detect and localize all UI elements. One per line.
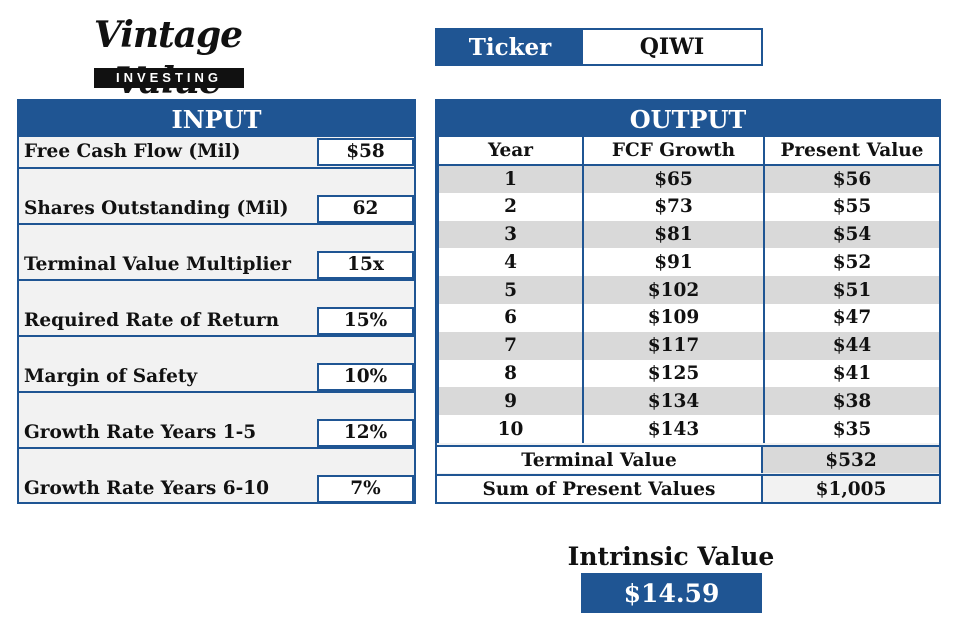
present-value-cell: $44 <box>763 331 941 360</box>
output-panel: OUTPUT Year FCF Growth Present Value 1 $… <box>435 99 941 504</box>
year-cell: 3 <box>437 220 584 249</box>
terminal-value-row: Terminal Value $532 <box>437 445 939 473</box>
table-row: 5 $102 $51 <box>437 276 941 304</box>
input-divider <box>19 167 414 169</box>
year-cell: 10 <box>437 415 584 443</box>
year-column-header: Year <box>437 137 584 166</box>
present-value-cell: $51 <box>763 276 941 304</box>
sum-present-values-label: Sum of Present Values <box>437 476 763 502</box>
free-cash-flow-input[interactable]: $58 <box>317 138 414 166</box>
table-row: 7 $117 $44 <box>437 331 941 360</box>
input-row-required-return: Required Rate of Return 15% <box>19 307 414 335</box>
table-row: 4 $91 $52 <box>437 248 941 277</box>
growth-rate-1-5-input[interactable]: 12% <box>317 419 414 447</box>
input-divider <box>19 447 414 449</box>
required-return-input[interactable]: 15% <box>317 307 414 335</box>
fcf-growth-column-header: FCF Growth <box>582 137 765 166</box>
terminal-value-cell: $532 <box>763 447 939 473</box>
fcf-growth-cell: $73 <box>582 192 765 221</box>
input-row-free-cash-flow: Free Cash Flow (Mil) $58 <box>19 138 414 166</box>
margin-of-safety-label: Margin of Safety <box>24 366 198 387</box>
input-header: INPUT <box>19 101 414 137</box>
input-divider <box>19 223 414 225</box>
year-cell: 7 <box>437 331 584 360</box>
year-cell: 1 <box>437 165 584 193</box>
input-divider <box>19 279 414 281</box>
dcf-table: Year FCF Growth Present Value 1 $65 $56 … <box>437 137 941 443</box>
intrinsic-value-box: $14.59 <box>581 573 762 613</box>
required-return-label: Required Rate of Return <box>24 310 280 331</box>
input-row-shares-outstanding: Shares Outstanding (Mil) 62 <box>19 195 414 223</box>
year-cell: 4 <box>437 248 584 277</box>
present-value-cell: $52 <box>763 248 941 277</box>
present-value-cell: $56 <box>763 165 941 193</box>
input-divider <box>19 335 414 337</box>
present-value-cell: $47 <box>763 303 941 332</box>
growth-rate-6-10-input[interactable]: 7% <box>317 475 414 503</box>
present-value-cell: $35 <box>763 415 941 443</box>
table-row: 9 $134 $38 <box>437 387 941 416</box>
fcf-growth-cell: $134 <box>582 387 765 416</box>
fcf-growth-cell: $143 <box>582 415 765 443</box>
input-row-growth-6-10: Growth Rate Years 6-10 7% <box>19 475 414 503</box>
shares-outstanding-input[interactable]: 62 <box>317 195 414 223</box>
sum-present-values-cell: $1,005 <box>763 476 939 502</box>
output-header: OUTPUT <box>437 101 939 137</box>
shares-outstanding-label: Shares Outstanding (Mil) <box>24 198 289 219</box>
table-row: 2 $73 $55 <box>437 192 941 221</box>
terminal-multiplier-label: Terminal Value Multiplier <box>24 254 292 275</box>
margin-of-safety-input[interactable]: 10% <box>317 363 414 391</box>
present-value-cell: $38 <box>763 387 941 416</box>
input-row-margin-of-safety: Margin of Safety 10% <box>19 363 414 391</box>
present-value-cell: $54 <box>763 220 941 249</box>
fcf-growth-cell: $102 <box>582 276 765 304</box>
table-row: 8 $125 $41 <box>437 359 941 388</box>
fcf-growth-cell: $117 <box>582 331 765 360</box>
year-cell: 2 <box>437 192 584 221</box>
table-row: 10 $143 $35 <box>437 415 941 443</box>
input-row-terminal-multiplier: Terminal Value Multiplier 15x <box>19 251 414 279</box>
year-cell: 8 <box>437 359 584 388</box>
terminal-multiplier-input[interactable]: 15x <box>317 251 414 279</box>
fcf-growth-cell: $125 <box>582 359 765 388</box>
input-row-growth-1-5: Growth Rate Years 1-5 12% <box>19 419 414 447</box>
growth-rate-1-5-label: Growth Rate Years 1-5 <box>24 422 257 443</box>
fcf-growth-cell: $91 <box>582 248 765 277</box>
table-row: 6 $109 $47 <box>437 303 941 332</box>
free-cash-flow-label: Free Cash Flow (Mil) <box>24 141 241 162</box>
year-cell: 6 <box>437 303 584 332</box>
growth-rate-6-10-label: Growth Rate Years 6-10 <box>24 478 270 499</box>
logo-script-text: Vintage Value <box>93 14 243 102</box>
ticker-value[interactable]: QIWI <box>583 30 761 64</box>
intrinsic-value-title: Intrinsic Value <box>567 542 775 571</box>
table-row: 3 $81 $54 <box>437 220 941 249</box>
input-panel: INPUT Free Cash Flow (Mil) $58 Shares Ou… <box>17 99 416 504</box>
fcf-growth-cell: $65 <box>582 165 765 193</box>
ticker-box: Ticker QIWI <box>435 28 763 66</box>
input-divider <box>19 391 414 393</box>
fcf-growth-cell: $81 <box>582 220 765 249</box>
present-value-cell: $55 <box>763 192 941 221</box>
present-value-column-header: Present Value <box>763 137 941 166</box>
fcf-growth-cell: $109 <box>582 303 765 332</box>
table-row: 1 $65 $56 <box>437 165 941 193</box>
present-value-cell: $41 <box>763 359 941 388</box>
logo-investing-bar: INVESTING <box>94 68 244 88</box>
terminal-value-label: Terminal Value <box>437 447 763 473</box>
sum-present-values-row: Sum of Present Values $1,005 <box>437 474 939 502</box>
year-cell: 5 <box>437 276 584 304</box>
year-cell: 9 <box>437 387 584 416</box>
table-header-row: Year FCF Growth Present Value <box>437 137 941 166</box>
vintage-value-logo: Vintage Value INVESTING <box>48 12 288 102</box>
ticker-label: Ticker <box>437 30 583 64</box>
